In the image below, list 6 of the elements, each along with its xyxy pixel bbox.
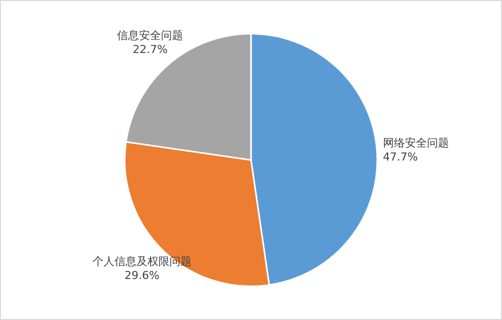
data-label: 29.6% — [124, 268, 160, 282]
slice-label: 个人信息及权限问题 — [92, 254, 192, 268]
slice-label: 网络安全问题 — [382, 136, 449, 150]
slice-label: 信息安全问题 — [117, 29, 184, 42]
data-label: 47.7% — [382, 150, 418, 164]
data-label: 22.7% — [132, 43, 168, 56]
